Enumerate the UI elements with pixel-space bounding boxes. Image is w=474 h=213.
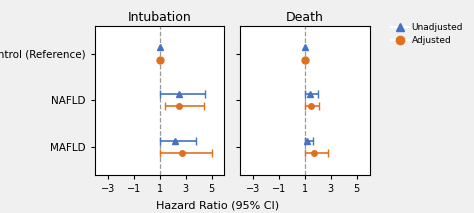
Text: Hazard Ratio (95% CI): Hazard Ratio (95% CI) (156, 201, 280, 211)
Legend: Unadjusted, Adjusted: Unadjusted, Adjusted (389, 22, 465, 47)
Title: Death: Death (286, 11, 324, 24)
Title: Intubation: Intubation (128, 11, 191, 24)
